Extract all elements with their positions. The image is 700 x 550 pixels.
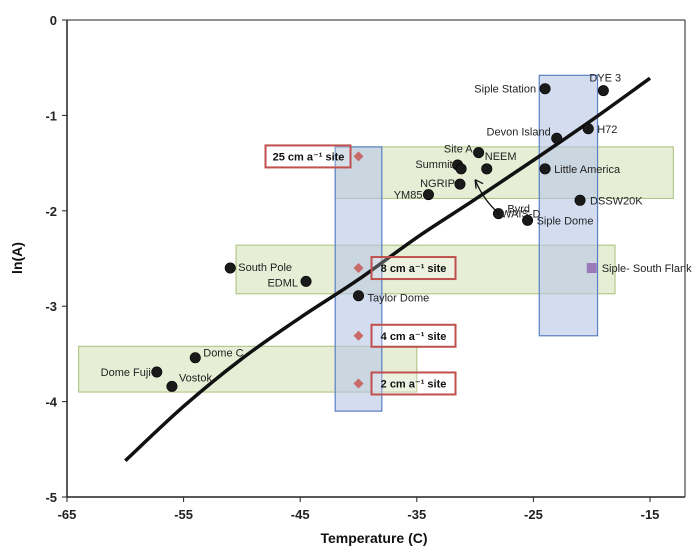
station-label: Byrd (507, 204, 530, 216)
station-label: South Pole (238, 262, 292, 274)
station-label: Little America (554, 164, 621, 176)
station-label: Dome C (203, 348, 243, 360)
x-tick-label: -15 (641, 507, 660, 522)
site-marker (353, 330, 364, 341)
x-axis-title: Temperature (C) (320, 530, 427, 546)
station-point (300, 275, 312, 287)
station-label: NGRIP (420, 178, 455, 190)
green-band (334, 146, 674, 199)
station-label: Vostok (179, 372, 213, 384)
station-label: Siple Station (474, 84, 536, 96)
wais-d-label: WAIS-D (501, 209, 540, 221)
station-point (522, 214, 534, 226)
siple-south-flank-label: Siple- South Flank (602, 263, 692, 275)
station-point (539, 163, 551, 175)
site-label: 4 cm a⁻¹ site (381, 331, 447, 343)
x-tick-label: -25 (524, 507, 543, 522)
station-point (422, 189, 434, 201)
station-point (597, 85, 609, 97)
site-label-box (370, 323, 457, 348)
y-tick-label: -2 (45, 204, 57, 219)
station-point (454, 178, 466, 190)
trend-curve (124, 76, 652, 463)
ticks: -65 -55 -45 -35 -25 -15 0 -1 -2 -3 -4 -5 (45, 13, 659, 522)
station-label: Taylor Dome (368, 293, 430, 305)
x-tick-label: -65 (58, 507, 77, 522)
station-label: Dome Fuji (101, 367, 151, 379)
station-label: DSSW20K (590, 195, 643, 207)
site-label: 8 cm a⁻¹ site (381, 263, 447, 275)
site-label-box (370, 256, 457, 281)
x-tick-label: -35 (407, 507, 426, 522)
site-marker (353, 151, 364, 162)
station-point (166, 380, 178, 392)
station-label: Devon Island (487, 126, 551, 138)
siple-south-flank-marker (586, 263, 597, 274)
site-marker (353, 378, 364, 389)
station-point (189, 352, 201, 364)
station-point (455, 163, 467, 175)
y-axis-title: ln(A) (9, 242, 25, 274)
station-points: Siple Station DYE 3 Devon Island H72 Site A S… (101, 73, 692, 392)
y-tick-label: -5 (45, 490, 57, 505)
y-tick-label: 0 (50, 13, 57, 28)
site-marker (353, 263, 364, 274)
x-tick-label: -45 (291, 507, 310, 522)
site-label: 25 cm a⁻¹ site (273, 151, 345, 163)
station-label: H72 (597, 124, 617, 136)
station-point (224, 262, 236, 274)
station-label: Site A (444, 144, 473, 156)
wais-d-arrowhead (474, 179, 484, 189)
blue-bands (334, 74, 599, 412)
site-label-box (370, 371, 457, 396)
station-label: Siple Dome (537, 215, 594, 227)
station-point (473, 147, 485, 159)
station-point (353, 290, 365, 302)
station-point (574, 194, 586, 206)
station-point (151, 366, 163, 378)
station-point (539, 83, 551, 95)
station-point (551, 132, 563, 144)
station-label: EDML (267, 277, 298, 289)
hypothetical-sites: 25 cm a⁻¹ site 8 cm a⁻¹ site 4 cm a⁻¹ site… (264, 144, 457, 396)
station-label: YM85 (394, 190, 423, 202)
station-label: DYE 3 (589, 73, 621, 85)
station-label: NEEM (485, 151, 517, 163)
station-label: Summit (415, 159, 452, 171)
wais-d-arrow (474, 179, 500, 215)
site-label-box (264, 144, 352, 169)
blue-band (538, 74, 599, 337)
y-tick-label: -1 (45, 108, 57, 123)
axes (66, 19, 686, 498)
y-tick-label: -4 (45, 395, 57, 410)
x-tick-label: -55 (174, 507, 193, 522)
y-tick-label: -3 (45, 299, 57, 314)
station-point (582, 123, 594, 135)
station-point (481, 163, 493, 175)
site-label: 2 cm a⁻¹ site (381, 378, 447, 390)
